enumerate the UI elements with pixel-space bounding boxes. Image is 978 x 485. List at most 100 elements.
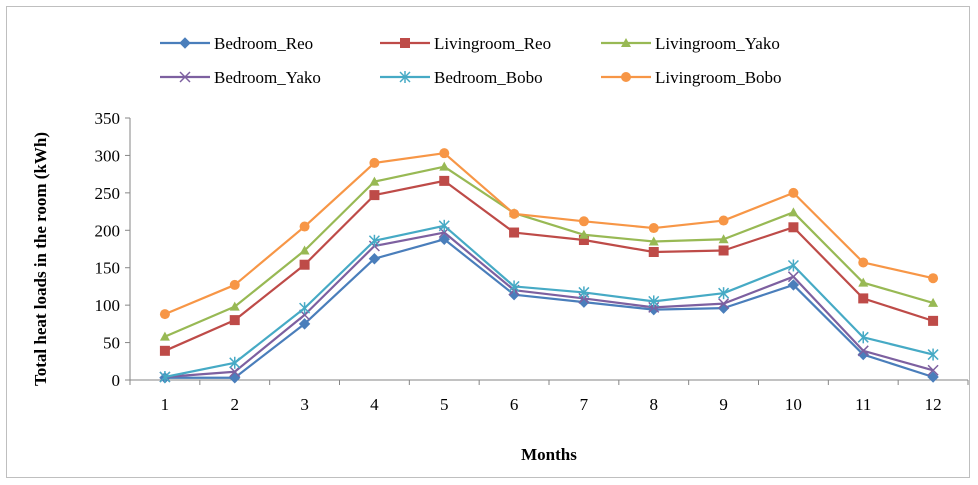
legend-item: Bedroom_Reo [160, 34, 313, 53]
data-point [787, 271, 799, 283]
data-point [369, 176, 380, 186]
data-point [509, 227, 520, 238]
data-point [368, 253, 381, 265]
legend: Bedroom_Reo Livingroom_Reo Livingroom_Yako… [160, 34, 782, 87]
data-point [858, 293, 869, 304]
series-line [164, 165, 934, 338]
x-axis-title: Months [521, 445, 577, 464]
data-point [159, 345, 170, 356]
x-tick-label: 9 [719, 395, 728, 414]
legend-marker [621, 72, 631, 82]
data-point [439, 148, 450, 159]
data-point [368, 234, 380, 247]
x-tick-label: 11 [855, 395, 871, 414]
series-line [164, 152, 934, 316]
data-point [578, 229, 589, 239]
data-point [927, 371, 939, 383]
data-point [299, 221, 310, 232]
legend-label: Livingroom_Reo [434, 34, 551, 53]
data-point [718, 234, 729, 244]
x-tick-label: 3 [300, 395, 309, 414]
legend-item: Bedroom_Bobo [380, 68, 543, 87]
data-point [159, 309, 170, 320]
plot-area [159, 148, 939, 384]
legend-label: Bedroom_Reo [214, 34, 313, 53]
data-point [928, 273, 939, 284]
data-point [648, 246, 659, 257]
y-tick-label: 150 [95, 259, 121, 278]
y-tick-label: 200 [95, 221, 121, 240]
data-point [298, 318, 311, 330]
legend-item: Bedroom_Yako [160, 68, 321, 87]
data-point [229, 356, 241, 369]
legend-label: Livingroom_Bobo [655, 68, 782, 87]
data-point [788, 207, 799, 217]
data-point [648, 295, 660, 308]
legend-marker [399, 71, 411, 83]
data-point [858, 257, 869, 268]
legend-label: Livingroom_Yako [655, 34, 780, 53]
data-point [718, 245, 729, 256]
data-point [578, 216, 589, 227]
data-point [229, 366, 241, 378]
series-line [164, 179, 934, 352]
legend-marker [400, 38, 410, 48]
y-tick-label: 50 [103, 334, 120, 353]
data-point [369, 157, 380, 168]
data-point [508, 280, 520, 293]
x-tick-label: 8 [650, 395, 659, 414]
legend-item: Livingroom_Yako [601, 34, 780, 53]
data-point [299, 302, 311, 315]
data-point [718, 298, 730, 310]
data-point [299, 245, 310, 255]
legend-marker [621, 38, 631, 47]
data-point [229, 301, 240, 311]
y-tick-label: 350 [95, 109, 121, 128]
legend-label: Bedroom_Bobo [434, 68, 543, 87]
y-axis-title: Total heat loads in the room (kWh) [31, 132, 50, 386]
data-point [788, 187, 799, 198]
legend-marker [179, 71, 191, 83]
data-point [439, 175, 450, 186]
data-point [438, 233, 450, 245]
series-line [164, 238, 934, 379]
data-point [159, 371, 171, 384]
x-tick-label: 7 [580, 395, 589, 414]
data-point [159, 331, 170, 341]
data-point [648, 236, 659, 246]
data-point [369, 190, 380, 201]
x-tick-label: 2 [231, 395, 240, 414]
data-point [229, 315, 240, 326]
data-point [857, 331, 869, 344]
series-line [164, 231, 934, 379]
x-tick-label: 6 [510, 395, 519, 414]
x-tick-label: 10 [785, 395, 802, 414]
data-point [439, 161, 450, 171]
data-point [648, 223, 659, 234]
data-point [509, 208, 520, 219]
data-point [857, 345, 869, 357]
data-point [229, 279, 240, 290]
series-bedroom-bobo [159, 219, 939, 384]
data-point [858, 277, 869, 287]
series-livingroom-bobo [159, 148, 939, 320]
y-tick-label: 100 [95, 296, 121, 315]
data-point [928, 297, 939, 307]
data-point [787, 279, 800, 291]
data-point [788, 222, 799, 233]
series-line [164, 224, 934, 379]
data-point [438, 219, 450, 232]
data-point [927, 348, 939, 361]
legend-item: Livingroom_Reo [380, 34, 551, 53]
data-point [578, 235, 589, 246]
x-tick-label: 12 [925, 395, 942, 414]
y-tick-label: 300 [95, 146, 121, 165]
data-point [718, 287, 730, 300]
data-point [578, 286, 590, 299]
legend-item: Livingroom_Bobo [601, 68, 782, 87]
x-tick-label: 1 [161, 395, 170, 414]
data-point [928, 315, 939, 326]
y-tick-label: 250 [95, 184, 121, 203]
